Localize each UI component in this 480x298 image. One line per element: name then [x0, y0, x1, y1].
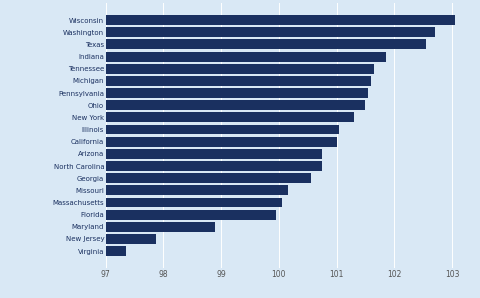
Bar — [106, 76, 371, 86]
Bar — [106, 88, 368, 98]
Bar — [106, 198, 282, 207]
Bar — [106, 125, 339, 134]
Bar — [106, 112, 354, 122]
Bar — [106, 52, 386, 61]
Bar — [106, 161, 322, 171]
Bar — [106, 246, 126, 256]
Bar — [106, 234, 156, 244]
Bar — [106, 100, 365, 110]
Bar — [106, 15, 455, 25]
Bar — [106, 27, 435, 37]
Bar — [106, 222, 216, 232]
Bar — [106, 149, 322, 159]
Bar — [106, 210, 276, 220]
Bar — [106, 173, 311, 183]
Bar — [106, 137, 336, 147]
Bar — [106, 185, 288, 195]
Bar — [106, 64, 374, 74]
Bar — [106, 39, 426, 49]
